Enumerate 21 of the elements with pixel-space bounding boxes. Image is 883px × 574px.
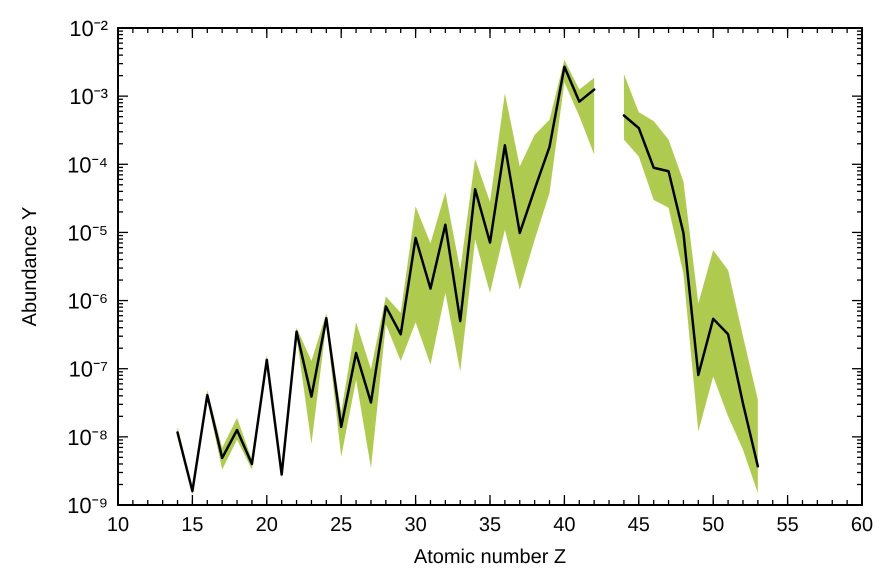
x-tick-label: 10 (106, 514, 130, 536)
x-tick-label: 20 (256, 514, 278, 536)
y-tick-label: 10⁻⁹ (67, 493, 108, 518)
x-tick-label: 40 (553, 514, 576, 536)
y-tick-label: 10⁻⁸ (67, 424, 108, 450)
y-tick-label: 10⁻⁷ (68, 356, 108, 382)
y-tick-label: 10⁻⁵ (67, 220, 108, 246)
x-tick-label: 25 (330, 514, 352, 536)
x-axis-title: Atomic number Z (414, 546, 566, 568)
y-tick-label: 10⁻² (69, 16, 108, 41)
x-tick-label: 35 (478, 514, 502, 536)
y-axis-title: Abundance Y (19, 206, 41, 326)
x-tick-label: 15 (181, 514, 204, 536)
y-tick-label: 10⁻³ (69, 84, 108, 110)
x-tick-label: 50 (702, 514, 724, 536)
y-tick-label: 10⁻⁴ (67, 152, 108, 178)
x-tick-label: 30 (404, 514, 427, 536)
x-tick-label: 55 (776, 514, 799, 536)
y-tick-label: 10⁻⁶ (67, 288, 108, 314)
x-tick-label: 60 (850, 514, 874, 536)
x-tick-label: 45 (628, 514, 650, 536)
